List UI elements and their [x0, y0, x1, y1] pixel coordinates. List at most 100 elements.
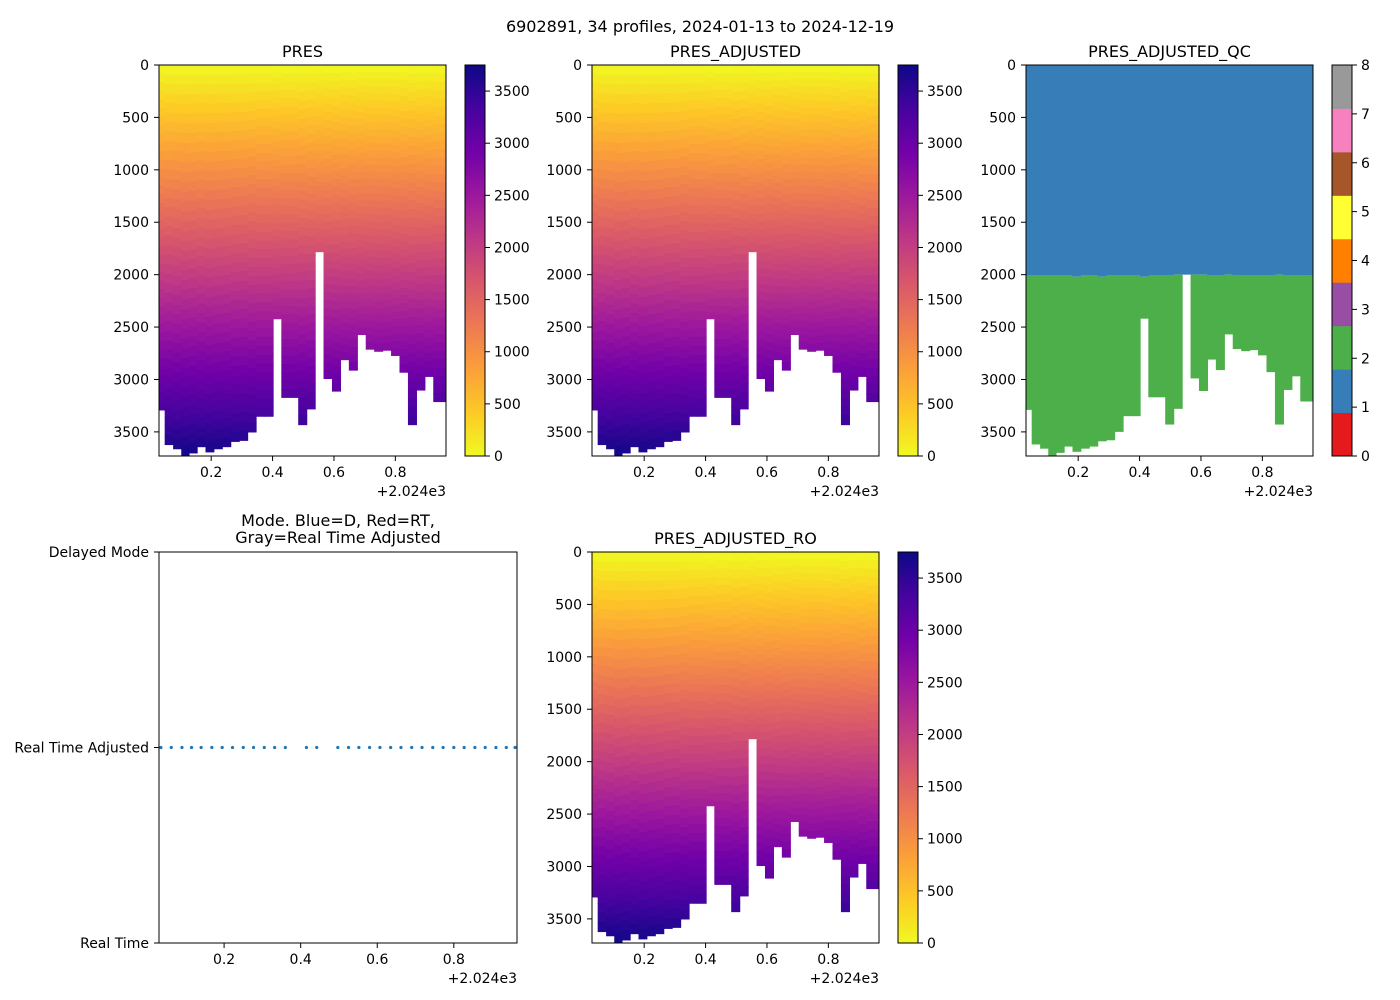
- qc-cell-upper: [1165, 65, 1175, 276]
- heatmap-cell: [255, 337, 266, 347]
- heatmap-cell: [832, 65, 842, 74]
- heatmap-cell: [306, 142, 316, 152]
- heatmap-cell: [173, 151, 182, 162]
- colorbar-tick-label: 1500: [494, 293, 530, 309]
- heatmap-cell: [340, 271, 350, 280]
- heatmap-cell: [646, 619, 656, 630]
- heatmap-cell: [849, 292, 859, 302]
- heatmap-cell: [391, 65, 401, 73]
- heatmap-cell: [416, 186, 426, 196]
- heatmap-cell: [824, 152, 834, 160]
- heatmap-cell: [399, 226, 409, 235]
- heatmap-cell: [731, 154, 741, 165]
- heatmap-cell: [416, 251, 426, 261]
- heatmap-cell: [399, 149, 409, 158]
- heatmap-cell: [424, 111, 434, 121]
- heatmap-cell: [205, 171, 215, 182]
- heatmap-cell: [714, 380, 724, 390]
- heatmap-cell: [857, 676, 867, 685]
- heatmap-cell: [840, 560, 850, 571]
- heatmap-cell: [173, 419, 182, 431]
- mode-point: [220, 745, 224, 750]
- heatmap-cell: [840, 397, 850, 408]
- heatmap-cell: [173, 189, 182, 200]
- heatmap-cell: [264, 337, 274, 347]
- heatmap-cell: [164, 83, 174, 95]
- heatmap-cell: [764, 73, 775, 82]
- heatmap-cell: [849, 779, 859, 789]
- heatmap-cell: [832, 172, 842, 181]
- heatmap-cell: [781, 278, 791, 287]
- heatmap-cell: [832, 805, 842, 814]
- heatmap-cell: [748, 584, 758, 590]
- heatmap-cell: [663, 674, 673, 685]
- heatmap-cell: [781, 834, 791, 843]
- heatmap-cell: [298, 235, 308, 246]
- heatmap-cell: [739, 305, 749, 315]
- heatmap-cell: [655, 303, 665, 314]
- heatmap-cell: [807, 745, 817, 753]
- heatmap-cell: [773, 618, 783, 627]
- heatmap-cell: [213, 74, 223, 85]
- heatmap-cell: [781, 674, 791, 683]
- heatmap-cell: [638, 861, 648, 872]
- heatmap-cell: [306, 159, 316, 169]
- heatmap-cell: [840, 848, 850, 859]
- heatmap-cell: [773, 559, 783, 568]
- heatmap-cell: [857, 707, 867, 717]
- heatmap-cell: [340, 300, 350, 309]
- heatmap-cell: [663, 102, 673, 113]
- heatmap-cell: [714, 123, 724, 133]
- heatmap-cell: [739, 159, 749, 169]
- heatmap-cell: [807, 580, 817, 589]
- heatmap-cell: [807, 594, 817, 603]
- heatmap-cell: [714, 214, 724, 224]
- mode-point: [431, 745, 435, 750]
- heatmap-cell: [731, 857, 741, 868]
- heatmap-cell: [306, 99, 316, 109]
- heatmap-cell: [866, 846, 879, 856]
- heatmap-cell: [663, 337, 673, 348]
- heatmap-cell: [621, 852, 631, 863]
- heatmap-cell: [756, 606, 766, 616]
- heatmap-cell: [281, 181, 291, 191]
- heatmap-cell: [264, 302, 274, 312]
- heatmap-cell: [798, 679, 808, 688]
- colorbar-tick-label: 7: [1361, 107, 1370, 123]
- heatmap-cell: [849, 178, 859, 188]
- heatmap-cell: [680, 561, 690, 571]
- heatmap-cell: [597, 855, 607, 866]
- mode-point: [251, 745, 256, 750]
- heatmap-cell: [849, 170, 859, 180]
- heatmap-cell: [205, 74, 215, 85]
- heatmap-cell: [680, 358, 690, 369]
- heatmap-cell: [849, 219, 859, 229]
- heatmap-cell: [840, 758, 850, 769]
- heatmap-cell: [597, 226, 607, 237]
- colorbar-tick-label: 4: [1361, 254, 1370, 270]
- heatmap-cell: [597, 608, 607, 620]
- heatmap-cell: [348, 110, 358, 119]
- heatmap-cell: [181, 113, 190, 125]
- heatmap-cell: [391, 130, 401, 139]
- heatmap-cell: [781, 727, 791, 736]
- heatmap-cell: [739, 629, 749, 639]
- heatmap-cell: [630, 637, 640, 648]
- heatmap-cell: [646, 410, 656, 421]
- heatmap-cell: [722, 197, 732, 207]
- colorbar-tick-label: 0: [927, 449, 936, 465]
- heatmap-cell: [188, 433, 198, 444]
- heatmap-cell: [230, 384, 240, 395]
- heatmap-cell: [697, 187, 707, 198]
- heatmap-cell: [849, 324, 859, 334]
- heatmap-cell: [764, 853, 775, 863]
- heatmap-cell: [764, 195, 775, 205]
- heatmap-cell: [630, 847, 640, 858]
- heatmap-cell: [416, 146, 426, 155]
- heatmap-cell: [748, 682, 758, 688]
- qc-cell-upper: [1072, 65, 1082, 277]
- heatmap-cell: [832, 720, 842, 730]
- heatmap-cell: [824, 319, 834, 327]
- heatmap-cell: [621, 414, 631, 425]
- heatmap-cell: [790, 605, 800, 614]
